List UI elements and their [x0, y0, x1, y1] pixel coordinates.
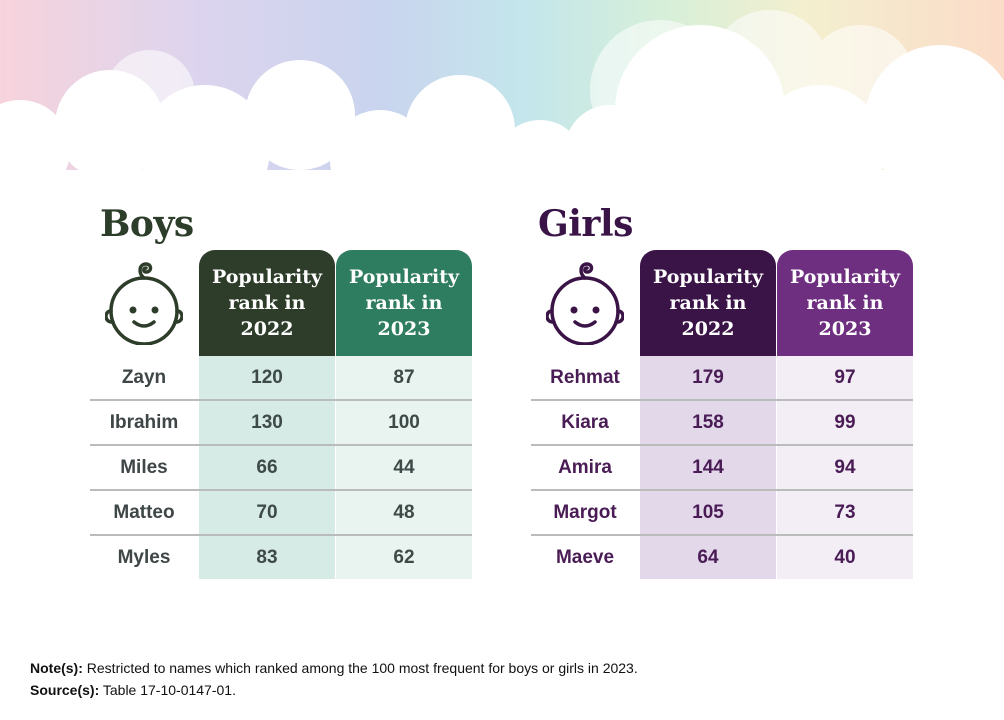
- baby-face-icon: [90, 250, 198, 356]
- rank-2022-cell: 105: [640, 491, 776, 534]
- rank-2022-cell: 70: [199, 491, 335, 534]
- table-row: Rehmat 179 97: [531, 356, 913, 401]
- clouds-decoration: [0, 10, 1004, 230]
- table-header: Popularity rank in 2022 Popularity rank …: [531, 250, 913, 356]
- table-row: Myles 83 62: [90, 536, 472, 579]
- name-cell: Rehmat: [550, 366, 620, 388]
- rank-2022-cell: 64: [640, 536, 776, 579]
- rank-2023-cell: 94: [777, 446, 913, 489]
- table-row: Margot 105 73: [531, 491, 913, 536]
- name-cell: Kiara: [561, 411, 609, 433]
- boys-title: Boys: [100, 203, 194, 245]
- rank-2023-cell: 48: [336, 491, 472, 534]
- note-line: Note(s): Restricted to names which ranke…: [30, 657, 638, 679]
- girls-title: Girls: [538, 203, 633, 245]
- source-label: Source(s):: [30, 682, 100, 698]
- header-rank-2022: Popularity rank in 2022: [199, 250, 335, 356]
- table-header: Popularity rank in 2022 Popularity rank …: [90, 250, 472, 356]
- name-cell: Ibrahim: [109, 411, 179, 433]
- header-rank-2023: Popularity rank in 2023: [336, 250, 472, 356]
- rank-2023-cell: 100: [336, 401, 472, 444]
- name-cell: Myles: [117, 546, 171, 568]
- header-rank-2023: Popularity rank in 2023: [777, 250, 913, 356]
- sparkle-icon: [665, 60, 679, 74]
- rank-2023-cell: 62: [336, 536, 472, 579]
- table-row: Matteo 70 48: [90, 491, 472, 536]
- rank-2022-cell: 83: [199, 536, 335, 579]
- note-text: Restricted to names which ranked among t…: [82, 660, 638, 676]
- rank-2022-cell: 144: [640, 446, 776, 489]
- name-cell: Maeve: [555, 546, 615, 568]
- boys-table: Popularity rank in 2022 Popularity rank …: [90, 250, 472, 579]
- source-line: Source(s): Table 17-10-0147-01.: [30, 679, 638, 701]
- rank-2022-cell: 120: [199, 356, 335, 399]
- girls-table: Popularity rank in 2022 Popularity rank …: [531, 250, 913, 579]
- table-row: Kiara 158 99: [531, 401, 913, 446]
- rank-2023-cell: 87: [336, 356, 472, 399]
- table-row: Amira 144 94: [531, 446, 913, 491]
- note-label: Note(s):: [30, 660, 83, 676]
- rank-2023-cell: 40: [777, 536, 913, 579]
- table-row: Maeve 64 40: [531, 536, 913, 579]
- table-row: Ibrahim 130 100: [90, 401, 472, 446]
- rank-2022-cell: 158: [640, 401, 776, 444]
- rank-2022-cell: 130: [199, 401, 335, 444]
- baby-face-icon: [531, 250, 639, 356]
- table-row: Miles 66 44: [90, 446, 472, 491]
- name-cell: Matteo: [113, 501, 175, 523]
- name-cell: Margot: [553, 501, 617, 523]
- rank-2023-cell: 73: [777, 491, 913, 534]
- rank-2023-cell: 44: [336, 446, 472, 489]
- name-cell: Miles: [120, 456, 168, 478]
- source-text: Table 17-10-0147-01.: [99, 682, 236, 698]
- header-rank-2022: Popularity rank in 2022: [640, 250, 776, 356]
- name-cell: Amira: [558, 456, 612, 478]
- rank-2023-cell: 99: [777, 401, 913, 444]
- rank-2022-cell: 179: [640, 356, 776, 399]
- rank-2023-cell: 97: [777, 356, 913, 399]
- table-row: Zayn 120 87: [90, 356, 472, 401]
- footnotes: Note(s): Restricted to names which ranke…: [30, 657, 638, 701]
- name-cell: Zayn: [121, 366, 167, 388]
- rank-2022-cell: 66: [199, 446, 335, 489]
